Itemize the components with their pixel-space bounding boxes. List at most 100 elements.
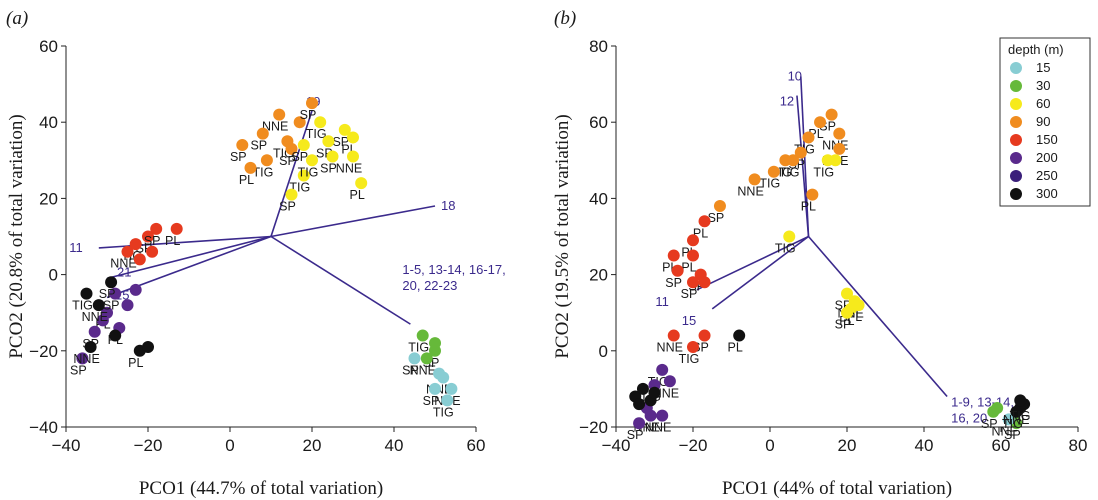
point-label: PL xyxy=(681,261,696,275)
vector-label-line: 21 xyxy=(117,264,131,279)
vector-label: 1-5, 13-14, 16-17, 20, 22-23 xyxy=(402,262,505,293)
data-point xyxy=(783,230,796,243)
legend-entry: 90 xyxy=(1036,114,1050,129)
legend-swatch xyxy=(1010,62,1022,74)
y-tick-label: 40 xyxy=(589,189,608,208)
data-point xyxy=(787,154,800,167)
data-point xyxy=(256,127,269,140)
point-label: SP xyxy=(144,234,161,248)
data-point xyxy=(633,398,646,411)
vector-line xyxy=(270,205,436,238)
vector-label-line: 15 xyxy=(682,313,696,328)
data-point xyxy=(355,177,368,190)
data-point xyxy=(1014,394,1027,407)
y-tick-label: 0 xyxy=(49,266,58,285)
vector-label-line: 12 xyxy=(780,94,794,109)
data-point xyxy=(297,139,310,152)
data-point xyxy=(1002,413,1015,426)
data-point xyxy=(129,283,142,296)
data-point xyxy=(441,394,454,407)
x-axis-title: PCO1 (44.7% of total variation) xyxy=(139,478,383,499)
point-label: NNE xyxy=(991,424,1017,438)
data-point xyxy=(698,276,711,289)
data-point xyxy=(825,108,838,121)
data-point xyxy=(260,154,273,167)
legend-swatch xyxy=(1010,134,1022,146)
point-label: NNE xyxy=(410,363,436,377)
data-point xyxy=(687,249,699,262)
data-point xyxy=(841,287,853,300)
data-point xyxy=(322,135,335,148)
data-point xyxy=(663,375,676,388)
x-tick-label: 0 xyxy=(765,436,774,455)
point-label: SP xyxy=(320,161,337,175)
point-label: SP xyxy=(103,299,120,313)
data-point xyxy=(306,154,318,167)
data-point xyxy=(841,306,853,319)
legend-title: depth (m) xyxy=(1008,42,1064,57)
point-label: SP xyxy=(291,150,308,164)
y-tick-label: 20 xyxy=(589,266,608,285)
data-point xyxy=(76,352,89,365)
point-label: SP xyxy=(627,428,644,442)
data-point xyxy=(150,222,163,235)
point-label: NNE xyxy=(657,341,683,355)
data-point xyxy=(244,161,257,174)
y-tick-label: −40 xyxy=(29,418,58,437)
vector-line xyxy=(807,235,948,398)
point-label: SP xyxy=(300,108,317,122)
point-label: PL xyxy=(165,234,180,248)
data-point xyxy=(306,97,318,110)
point-label: SP xyxy=(230,150,247,164)
legend-entry: 250 xyxy=(1036,168,1058,183)
data-point xyxy=(671,264,684,277)
vector-label: 10 xyxy=(788,68,802,83)
vector-label: 1-9, 13-14, 16, 20 xyxy=(951,395,1014,426)
point-label: TIG xyxy=(759,177,780,191)
data-point xyxy=(433,367,446,380)
data-point xyxy=(109,287,122,300)
data-point xyxy=(347,131,359,144)
x-tick-label: −20 xyxy=(679,436,708,455)
data-point xyxy=(445,382,458,395)
vector-label-line: 10 xyxy=(788,68,802,83)
data-point xyxy=(314,116,327,129)
data-point xyxy=(794,146,807,159)
point-label: SP xyxy=(250,139,267,153)
point-label: PL xyxy=(801,200,816,214)
data-point xyxy=(129,238,142,251)
data-point xyxy=(80,287,93,300)
data-point xyxy=(142,230,154,243)
legend-swatch xyxy=(1010,188,1022,200)
point-label: NNE xyxy=(82,310,108,324)
vector-line xyxy=(696,235,809,291)
data-point xyxy=(636,382,649,395)
data-point xyxy=(833,127,846,140)
legend-entry: 30 xyxy=(1036,78,1050,93)
point-label: TIG xyxy=(306,127,327,141)
legend-entry: 300 xyxy=(1036,186,1058,201)
vector-label-line: 20, 22-23 xyxy=(402,278,457,293)
point-label: PL xyxy=(239,173,254,187)
vector-label-line: 11 xyxy=(655,294,669,309)
y-tick-label: 40 xyxy=(39,113,58,132)
data-point xyxy=(648,386,661,399)
y-tick-label: −20 xyxy=(29,342,58,361)
data-point xyxy=(121,299,134,312)
data-point xyxy=(429,337,441,350)
data-point xyxy=(667,249,680,262)
data-point xyxy=(1010,405,1023,418)
data-point xyxy=(802,131,815,144)
data-point xyxy=(408,352,421,365)
x-tick-label: 60 xyxy=(992,436,1011,455)
point-label: SP xyxy=(681,287,698,301)
point-label: TIG xyxy=(433,405,454,419)
vector-line xyxy=(270,110,313,237)
data-point xyxy=(92,299,105,312)
point-label: NNE xyxy=(110,257,136,271)
vector-label: 15 xyxy=(682,313,696,328)
point-label: SP xyxy=(665,276,682,290)
point-label: SP xyxy=(99,287,116,301)
